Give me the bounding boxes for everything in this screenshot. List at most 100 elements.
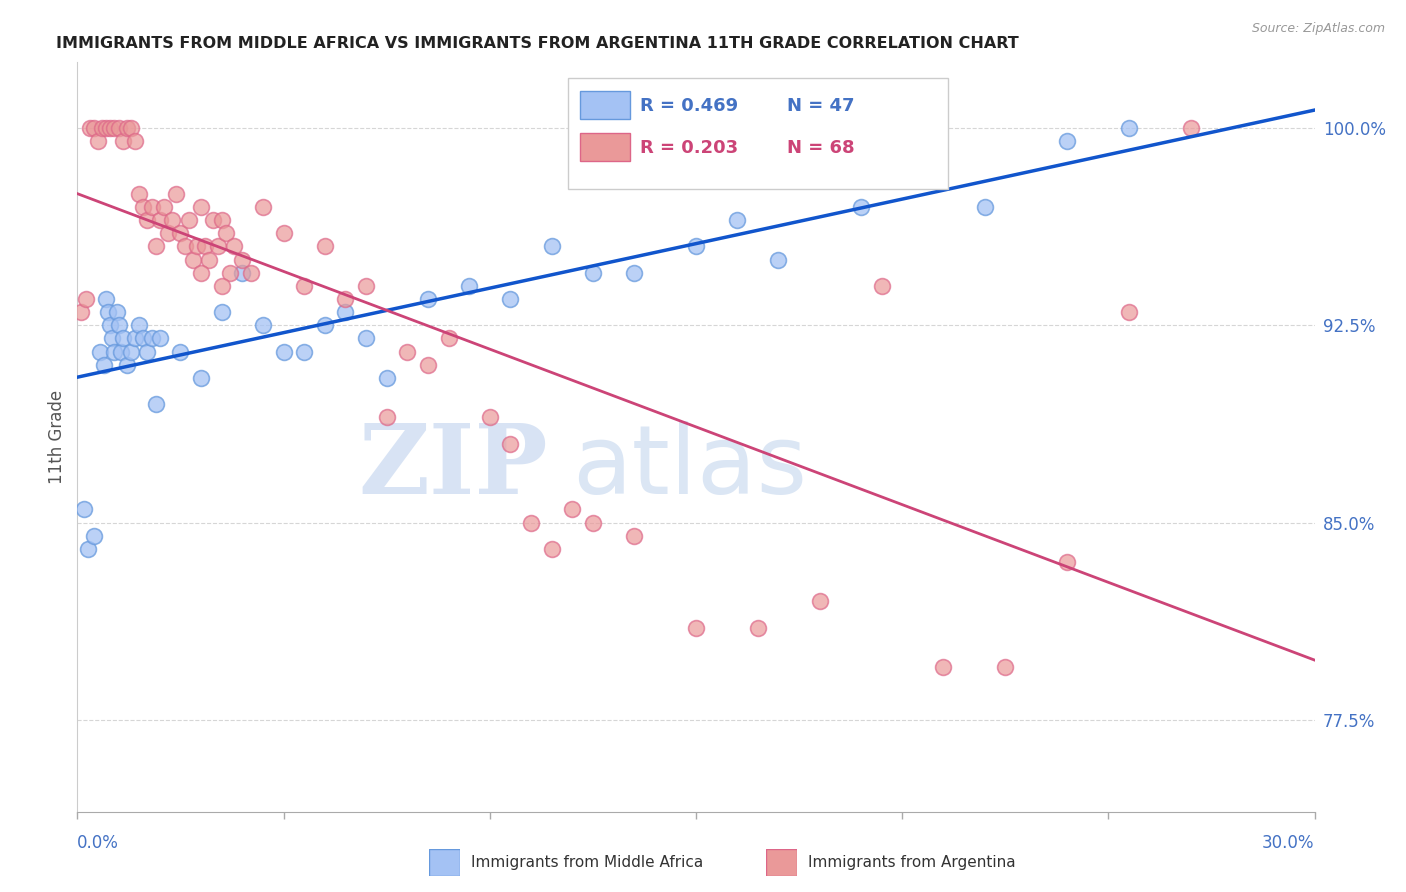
Point [177,213,200,227]
Point [211,305,233,319]
Point [458,279,481,293]
Point [375,410,398,425]
Point [169,344,191,359]
Point [540,239,562,253]
Point [75,292,97,306]
Text: ZIP: ZIP [359,420,547,514]
Point [115,121,138,136]
Point [202,213,225,227]
Point [70,305,93,319]
Point [107,121,129,136]
Point [98,318,121,333]
Point [416,292,439,306]
Point [747,621,769,635]
Point [1118,121,1140,136]
Point [623,266,645,280]
Point [768,252,790,267]
Point [292,279,315,293]
Point [83,121,105,136]
Point [1056,134,1078,148]
Point [582,266,605,280]
Point [623,529,645,543]
Point [136,213,159,227]
Point [165,186,187,201]
Point [582,516,605,530]
Point [499,292,522,306]
Point [173,239,195,253]
Point [149,213,172,227]
Point [808,594,831,608]
Point [231,266,253,280]
Text: N = 68: N = 68 [787,139,855,157]
Point [1118,305,1140,319]
Point [124,331,146,345]
Point [128,318,150,333]
Point [98,121,121,136]
Text: 0.0%: 0.0% [77,834,120,852]
Point [93,358,115,372]
FancyBboxPatch shape [581,91,630,119]
Point [520,516,543,530]
Point [153,200,176,214]
Point [314,318,336,333]
Point [273,344,295,359]
Point [211,279,233,293]
Point [96,292,118,306]
Point [186,239,208,253]
Point [87,134,110,148]
Text: R = 0.469: R = 0.469 [640,97,738,115]
Point [499,436,522,450]
Text: Source: ZipAtlas.com: Source: ZipAtlas.com [1251,22,1385,36]
Point [932,660,955,674]
Point [215,227,238,241]
Point [145,397,167,411]
Point [103,121,125,136]
Y-axis label: 11th Grade: 11th Grade [48,390,66,484]
Point [540,541,562,556]
Point [416,358,439,372]
Point [89,344,111,359]
Point [96,121,118,136]
Point [252,200,274,214]
Point [157,227,180,241]
Point [335,305,357,319]
Point [136,344,159,359]
Point [132,200,155,214]
Point [292,344,315,359]
Point [314,239,336,253]
Point [169,227,191,241]
Point [181,252,204,267]
Point [101,331,124,345]
Point [870,279,893,293]
Point [849,200,872,214]
Text: Immigrants from Argentina: Immigrants from Argentina [808,855,1017,870]
Point [132,331,155,345]
FancyBboxPatch shape [581,134,630,161]
Point [222,239,245,253]
Point [124,134,146,148]
Point [994,660,1017,674]
Point [198,252,221,267]
Point [111,331,134,345]
Point [239,266,262,280]
Point [1056,555,1078,569]
Point [685,239,707,253]
Point [207,239,229,253]
Point [396,344,419,359]
Point [120,121,142,136]
FancyBboxPatch shape [568,78,948,188]
Point [111,134,134,148]
Point [79,121,101,136]
Point [231,252,253,267]
Point [375,371,398,385]
Point [97,305,120,319]
Point [273,227,295,241]
Point [194,239,217,253]
Point [110,344,132,359]
Text: IMMIGRANTS FROM MIDDLE AFRICA VS IMMIGRANTS FROM ARGENTINA 11TH GRADE CORRELATIO: IMMIGRANTS FROM MIDDLE AFRICA VS IMMIGRA… [56,36,1019,51]
Point [725,213,748,227]
Point [354,331,377,345]
Point [141,331,163,345]
Point [973,200,995,214]
Point [561,502,583,516]
